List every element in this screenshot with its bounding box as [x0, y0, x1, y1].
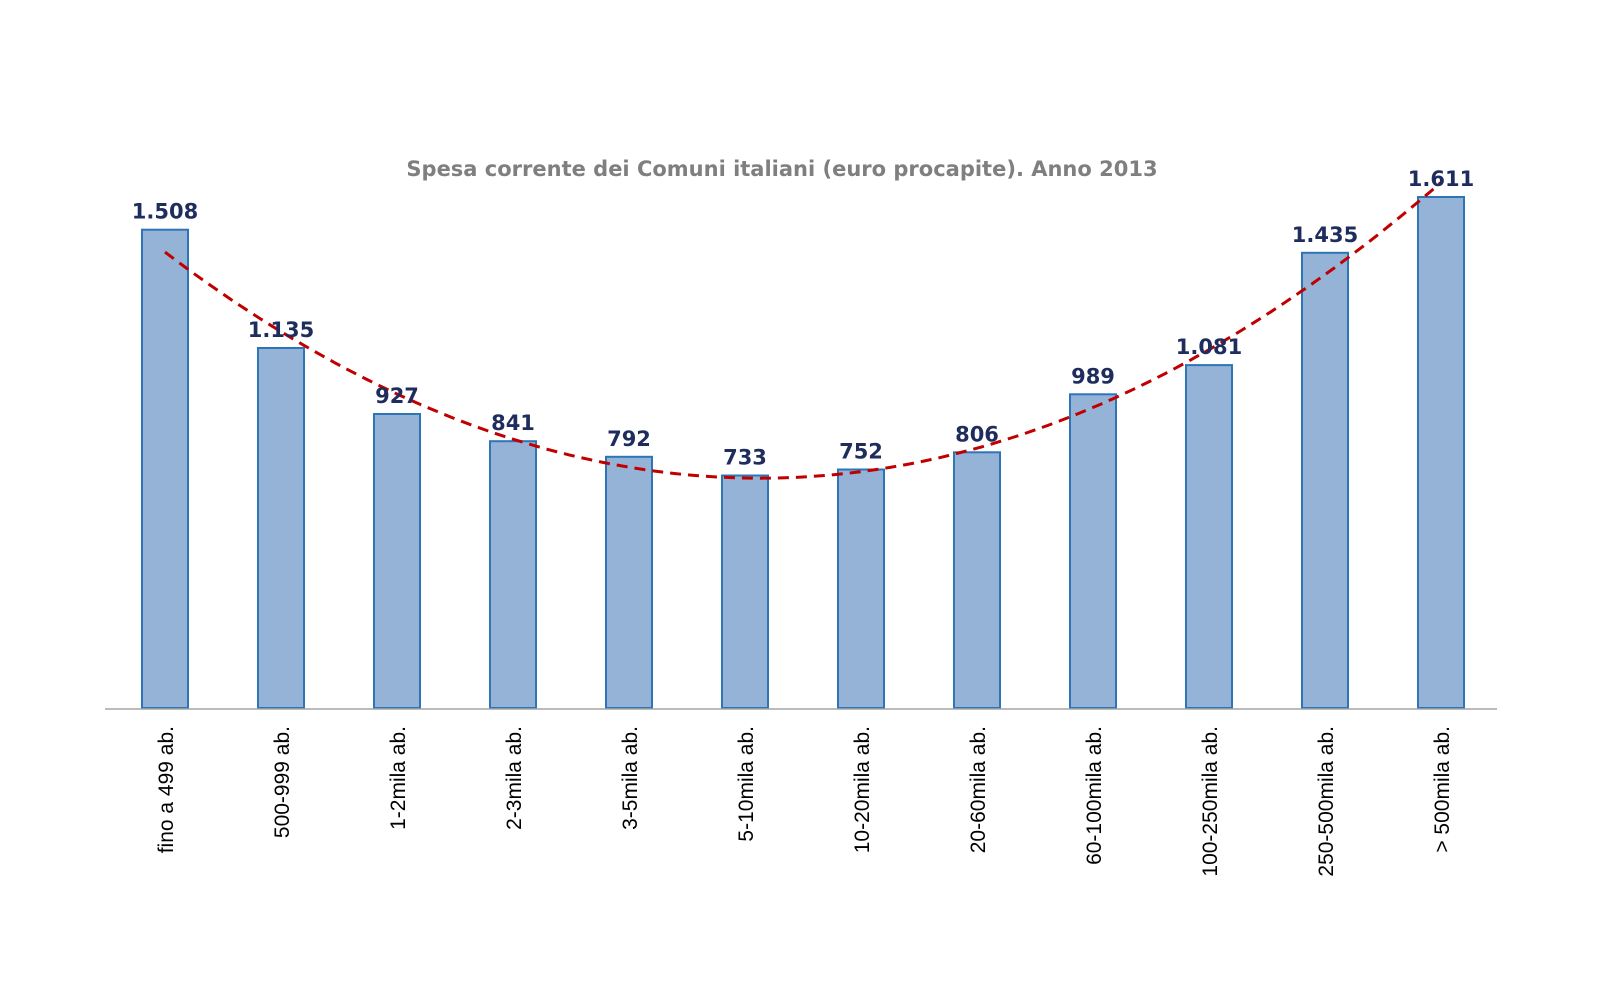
bar-2 [373, 413, 421, 709]
category-label-4: 3-5mila ab. [619, 726, 642, 830]
category-label-6: 10-20mila ab. [851, 726, 874, 853]
bar-3 [489, 440, 537, 709]
category-label-0: fino a 499 ab. [155, 726, 178, 853]
value-label-2: 927 [375, 384, 419, 408]
value-label-8: 989 [1071, 364, 1115, 388]
value-label-3: 841 [491, 411, 535, 435]
category-label-11: > 500mila ab. [1431, 726, 1454, 853]
category-label-9: 100-250mila ab. [1199, 726, 1222, 877]
value-label-0: 1.508 [132, 200, 198, 224]
trendline [164, 181, 1442, 480]
bar-8 [1069, 393, 1117, 709]
category-label-10: 250-500mila ab. [1315, 726, 1338, 877]
bar-1 [257, 347, 305, 709]
value-label-11: 1.611 [1408, 167, 1474, 191]
bars-group [141, 196, 1465, 710]
bar-5 [721, 474, 769, 709]
value-label-7: 806 [955, 422, 999, 446]
value-label-4: 792 [607, 427, 651, 451]
value-label-6: 752 [839, 440, 883, 464]
value-labels-group: 1.508 1.135 927 841 792 733 752 806 989 1.081 1.43… [132, 167, 1474, 470]
bar-6 [837, 468, 885, 709]
bar-11 [1417, 196, 1465, 709]
category-label-2: 1-2mila ab. [387, 726, 410, 830]
category-label-3: 2-3mila ab. [503, 726, 526, 830]
category-label-5: 5-10mila ab. [735, 726, 758, 842]
category-labels-group: fino a 499 ab. 500-999 ab. 1-2mila ab. 2-3m… [155, 726, 1454, 877]
category-label-8: 60-100mila ab. [1083, 726, 1106, 865]
value-label-1: 1.135 [248, 318, 314, 342]
value-label-5: 733 [723, 446, 767, 470]
category-label-1: 500-999 ab. [271, 726, 294, 838]
bar-4 [605, 455, 653, 709]
value-label-10: 1.435 [1292, 223, 1358, 247]
bar-9 [1185, 364, 1233, 709]
value-label-9: 1.081 [1176, 335, 1242, 359]
category-label-7: 20-60mila ab. [967, 726, 990, 853]
chart-title: Spesa corrente dei Comuni italiani (euro… [406, 157, 1157, 181]
bar-7 [953, 451, 1001, 709]
bar-0 [141, 228, 189, 709]
bar-10 [1301, 251, 1349, 710]
